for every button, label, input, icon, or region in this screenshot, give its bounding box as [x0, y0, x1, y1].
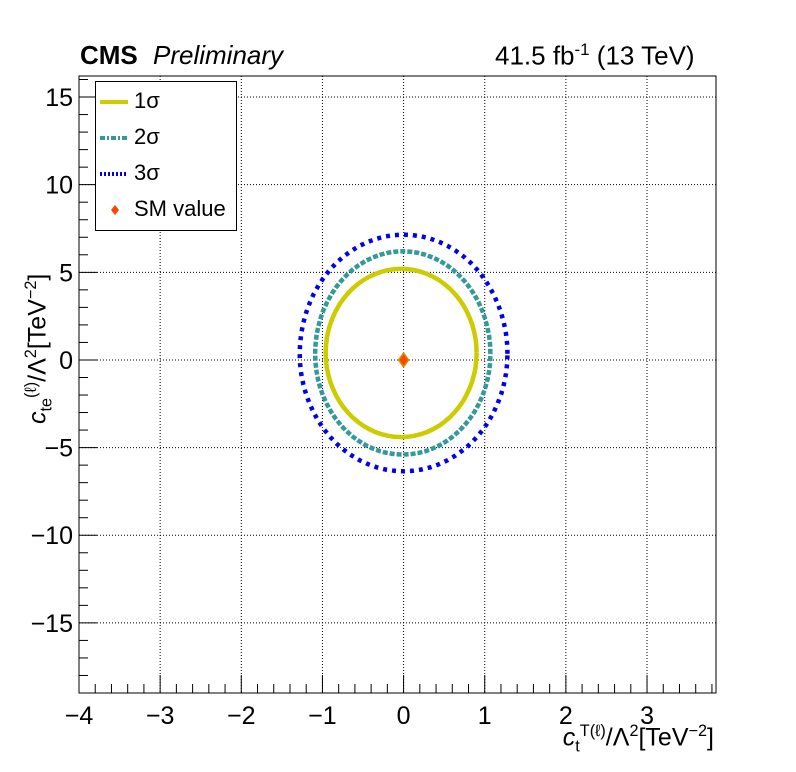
x-tick-label: −2 [227, 702, 256, 730]
experiment-label: CMS Preliminary [80, 40, 283, 71]
y-label-close: ] [23, 273, 52, 281]
y-label-sup: (ℓ) [22, 381, 40, 398]
legend-1sigma-symbol [100, 100, 128, 104]
y-tick-label: −5 [44, 435, 73, 463]
x-label-rest-sup: 2 [629, 722, 639, 740]
experiment-name: CMS [80, 40, 138, 70]
legend-3sigma-symbol [100, 172, 128, 176]
x-tick-label: 3 [640, 702, 654, 730]
y-label-rest: /Λ [23, 358, 52, 382]
legend-3sigma-label: 3σ [134, 160, 160, 185]
legend-sm-symbol [111, 205, 119, 215]
y-tick-label: −15 [31, 610, 73, 638]
x-label-close: ] [707, 723, 714, 752]
y-label-rest-sup: 2 [22, 349, 40, 359]
y-label-sub: te [37, 397, 56, 412]
x-tick-label: −1 [308, 702, 337, 730]
y-label-symbol: c [23, 411, 52, 425]
y-tick-label: 5 [59, 259, 73, 287]
x-label-sub: t [575, 737, 580, 756]
legend-item-3sigma: 3σ [96, 156, 236, 192]
plot-frame [78, 75, 717, 694]
status-label: Preliminary [153, 40, 284, 70]
x-tick-label: −3 [146, 702, 175, 730]
y-axis-label: cte(ℓ)/Λ2[TeV−2] [22, 274, 56, 424]
y-label-unit-sup: −2 [22, 280, 40, 300]
legend-2sigma-symbol [100, 136, 128, 140]
x-axis-label: ctT(ℓ)/Λ2[TeV−2] [563, 722, 714, 756]
x-label-unit-sup: −2 [688, 722, 708, 740]
y-tick-label: 15 [45, 84, 73, 112]
sm-value-marker [397, 351, 410, 369]
grid-lines [79, 76, 716, 693]
legend: 1σ 2σ 3σ SM value [95, 81, 237, 231]
y-tick-label: −10 [31, 522, 73, 550]
contour-2sigma [312, 249, 493, 457]
legend-item-sm: SM value [96, 192, 236, 228]
legend-1sigma-label: 1σ [134, 88, 160, 113]
energy-label: (13 TeV) [596, 40, 695, 71]
legend-2sigma-label: 2σ [134, 124, 160, 149]
x-label-unit: [TeV [638, 723, 689, 752]
legend-item-2sigma: 2σ [96, 120, 236, 156]
x-tick-label: 0 [397, 702, 411, 730]
x-tick-label: 1 [478, 702, 492, 730]
lumi-value: 41.5 fb [495, 40, 575, 71]
legend-sm-label: SM value [134, 196, 226, 221]
y-label-unit: [TeV [23, 299, 52, 350]
x-tick-label: 2 [559, 702, 573, 730]
x-tick-label: −4 [65, 702, 94, 730]
y-tick-label: 10 [45, 172, 73, 200]
y-tick-label: 0 [59, 347, 73, 375]
lumi-label: 41.5 fb-1 (13 TeV) [495, 40, 695, 72]
contour-3sigma [297, 232, 510, 474]
x-label-symbol: c [562, 723, 576, 752]
lumi-unit-sup: -1 [574, 40, 590, 59]
legend-item-1sigma: 1σ [96, 84, 236, 120]
contour-1sigma [323, 266, 479, 440]
x-label-sup: T(ℓ) [579, 722, 606, 740]
x-label-rest: /Λ [605, 723, 630, 752]
contours [297, 232, 510, 474]
